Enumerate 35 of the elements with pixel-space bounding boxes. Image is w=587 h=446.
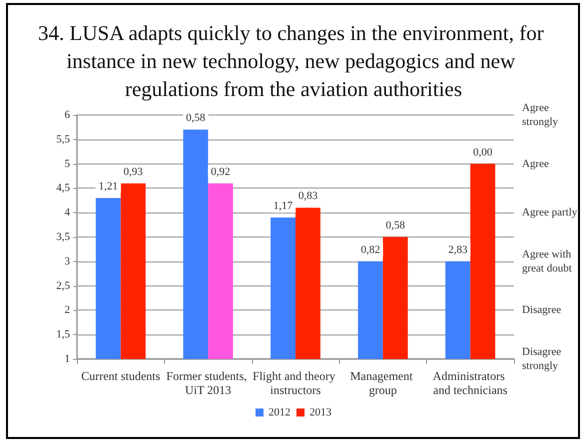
annotation: 0,82 [360,244,380,256]
category-label: Disagree [522,304,562,316]
category-label: Agree with great doubt [522,248,572,274]
y-tick-label: 3 [64,255,70,268]
y-tick-label: 2,5 [56,280,70,292]
category-label: Agree [522,158,549,170]
y-tick-label: 6 [64,109,70,121]
x-tick-label: Former students, UiT 2013 [166,369,250,397]
x-tick-label: Administrators and technicians [432,369,508,397]
y-tick-label: 5,5 [56,133,70,146]
category-label: Agree strongly [522,102,558,128]
annotation: 0,83 [298,190,318,202]
y-tick-label: 1,5 [56,328,70,341]
category-label: Agree partly [522,206,578,219]
annotation: 0,58 [186,112,206,124]
y-tick-label: 3,5 [56,231,70,243]
annotation: 2,83 [448,244,468,256]
annotation: 1,17 [273,200,294,212]
chart-title: 34. LUSA adapts quickly to changes in the environment, for instance in new technology, new pedagogics and new regulations from the aviation authorities [38,21,549,101]
annotation: 0,00 [473,146,493,158]
y-tick-label: 4 [64,206,70,219]
category-label: Disagree strongly [522,346,562,372]
y-tick-label: 2 [64,304,70,316]
y-tick-label: 1 [64,353,70,365]
y-tick-label: 5 [64,158,70,170]
x-tick-label: Flight and theory instructors [252,369,338,397]
annotation: 0,58 [386,220,406,232]
y-tick-label: 4,5 [56,182,70,194]
legend-label: 2013 [310,406,332,418]
annotation: 0,92 [210,166,230,178]
x-tick-label: Management group [350,369,416,397]
legend-label: 2012 [268,406,290,418]
x-tick-label: Current students [81,369,161,383]
annotation: 1,21 [98,180,118,192]
annotation: 0,93 [124,166,144,178]
